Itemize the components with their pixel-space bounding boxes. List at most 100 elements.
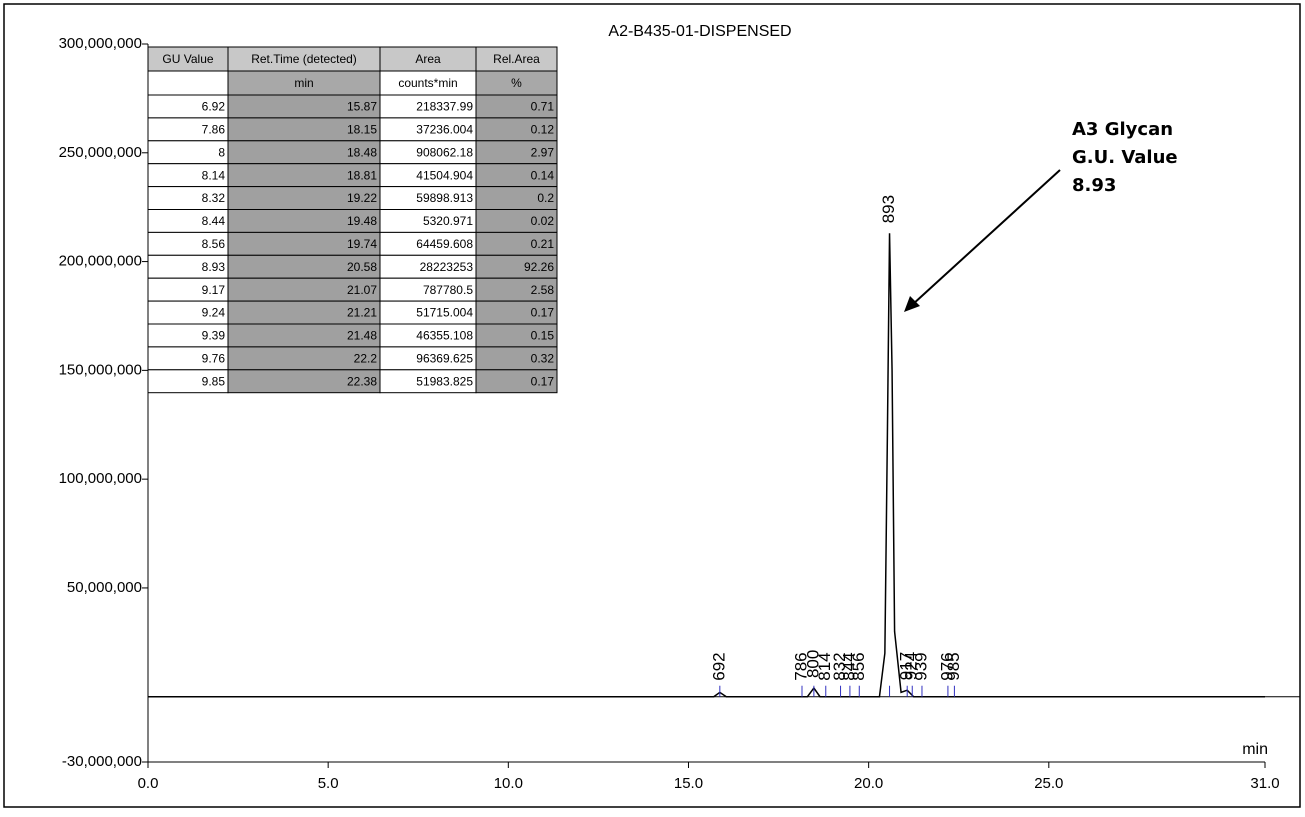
table-text: 8.44 (202, 214, 226, 228)
table-text: 8.32 (202, 191, 226, 205)
table-text: 2.58 (531, 283, 555, 297)
table-text: 18.81 (347, 168, 377, 182)
trace (148, 233, 1265, 698)
table-text: 18.48 (347, 145, 377, 159)
x-tick-label: 31.0 (1250, 775, 1279, 792)
chart-title: A2-B435-01-DISPENSED (608, 23, 791, 40)
peak-label: 893 (879, 195, 898, 223)
table-text: 0.15 (531, 329, 555, 343)
table-text: 8 (218, 145, 225, 159)
peak-label: 924 (902, 652, 921, 680)
table-text: 96369.625 (416, 352, 473, 366)
x-tick-label: 25.0 (1034, 775, 1063, 792)
arrow-head (904, 296, 920, 312)
table-text: 0.14 (531, 168, 555, 182)
table-cell (475, 46, 558, 72)
table-cell (147, 46, 229, 72)
table-text: 19.22 (347, 191, 377, 205)
table-text: 22.38 (347, 374, 377, 388)
table-text: 21.21 (347, 306, 377, 320)
peak-label: 786 (791, 652, 810, 680)
y-tick-label: 100,000,000 (59, 470, 142, 487)
table-cell (147, 140, 229, 165)
table-text: Ret.Time (detected) (251, 52, 357, 66)
frame (3, 3, 1301, 808)
y-tick-label: 150,000,000 (59, 361, 142, 378)
table-text: 0.32 (531, 352, 555, 366)
table-cell (379, 46, 477, 72)
table-text: 51983.825 (416, 374, 473, 388)
table-text: 6.92 (202, 100, 226, 114)
y-tick-label: 50,000,000 (67, 579, 142, 596)
x-tick-label: 5.0 (318, 775, 339, 792)
table-text: 64459.608 (416, 237, 473, 251)
table-cell (227, 46, 381, 72)
table-text: 21.48 (347, 329, 377, 343)
table-cell (379, 70, 477, 96)
table-text: counts*min (398, 76, 457, 90)
table-text: 8.14 (202, 168, 226, 182)
table-cell (147, 70, 229, 96)
table-text: 787780.5 (423, 283, 473, 297)
table-text: 9.76 (202, 352, 226, 366)
table-text: 51715.004 (416, 306, 473, 320)
table-text: 15.87 (347, 100, 377, 114)
table-text: 37236.004 (416, 123, 473, 137)
table-text: 18.15 (347, 123, 377, 137)
annotation-arrow (911, 169, 1061, 306)
table-text: 0.71 (531, 100, 555, 114)
table-text: 0.02 (531, 214, 555, 228)
table-text: 0.12 (531, 123, 555, 137)
table-text: 8.56 (202, 237, 226, 251)
peak-label: 939 (911, 652, 930, 680)
table-text: 21.07 (347, 283, 377, 297)
table-text: 8.93 (202, 260, 226, 274)
x-axis-label: min (1242, 741, 1268, 758)
y-tick-label: 250,000,000 (59, 144, 142, 161)
table-text: GU Value (162, 52, 213, 66)
table-text: 0.2 (537, 191, 554, 205)
table-text: % (511, 76, 522, 90)
peak-label: 976 (937, 652, 956, 680)
table-text: 9.85 (202, 374, 226, 388)
table-text: 41504.904 (416, 168, 473, 182)
table-cell (475, 369, 558, 394)
table-text: 59898.913 (416, 191, 473, 205)
table-text: 218337.99 (416, 100, 473, 114)
table-text: 92.26 (524, 260, 554, 274)
peak-label: 856 (849, 652, 868, 680)
table-text: 0.17 (531, 306, 555, 320)
data-table: GU Value Ret.Time (detected) min Area counts… (147, 46, 558, 394)
annotation: A3 Glycan G.U. Value 8.93 (1072, 119, 1178, 196)
annotation-line: 8.93 (1072, 175, 1116, 196)
table-text: 908062.18 (416, 145, 473, 159)
annotation-line: G.U. Value (1072, 147, 1178, 168)
table-text: 7.86 (202, 123, 226, 137)
table-text: 28223253 (420, 260, 474, 274)
table-text: 22.2 (354, 352, 378, 366)
x-tick-label: 15.0 (674, 775, 703, 792)
table-text: 9.24 (202, 306, 226, 320)
peak-label: 985 (944, 652, 963, 680)
table-text: Rel.Area (493, 52, 540, 66)
table-text: 19.48 (347, 214, 377, 228)
table-text: 19.74 (347, 237, 377, 251)
y-tick-label: 200,000,000 (59, 253, 142, 270)
table-cell (227, 70, 381, 96)
table-text: 20.58 (347, 260, 377, 274)
peak-label: 844 (839, 652, 858, 680)
y-tick-label: -30,000,000 (62, 753, 142, 770)
peak-label: 800 (803, 650, 822, 678)
table-cell (475, 70, 558, 96)
peak-label: 814 (815, 652, 834, 680)
table-text: 9.39 (202, 329, 226, 343)
annotation-line: A3 Glycan (1072, 119, 1173, 140)
x-tick-label: 20.0 (854, 775, 883, 792)
peak-label: 692 (709, 652, 728, 680)
x-tick-label: 0.0 (138, 775, 159, 792)
peak-label: 832 (830, 652, 849, 680)
table-text: 46355.108 (416, 329, 473, 343)
table-text: 0.17 (531, 374, 555, 388)
